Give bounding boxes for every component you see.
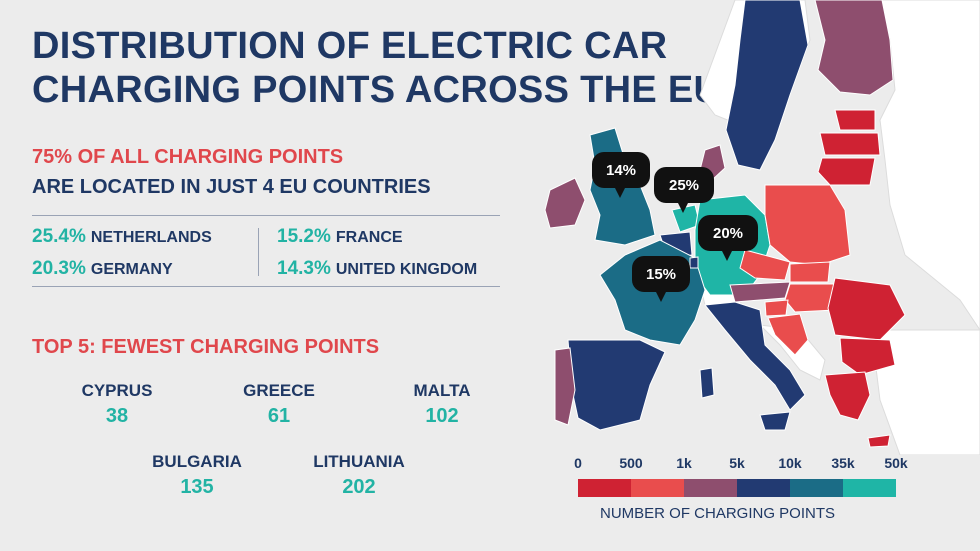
map-greece: [824, 371, 871, 421]
legend-swatch-0: [578, 479, 631, 497]
legend-color-bar: [578, 479, 896, 497]
title-line-1: DISTRIBUTION OF ELECTRIC CAR: [32, 25, 668, 67]
legend-tick-label: 10k: [778, 455, 802, 471]
bubble-label: 15%: [646, 266, 676, 283]
map-hungary: [784, 283, 836, 313]
bubble-label: 14%: [606, 162, 636, 179]
legend-caption: NUMBER OF CHARGING POINTS: [600, 505, 836, 522]
share-row-germany: 20.3% GERMANY: [32, 258, 173, 280]
map-lithuania: [817, 157, 876, 186]
fewest-country: BULGARIA: [152, 452, 242, 471]
map-finland: [814, 0, 894, 96]
map-sicily: [759, 411, 791, 431]
share-country: GERMANY: [90, 261, 173, 278]
share-value: 25.4%: [32, 226, 86, 247]
fewest-value: 135: [180, 476, 214, 498]
map-portugal: [554, 347, 576, 426]
map-bubble-netherlands: 25%: [654, 167, 714, 213]
map-bulgaria: [839, 337, 896, 376]
highlight-line-2: ARE LOCATED IN JUST 4 EU COUNTRIES: [32, 176, 431, 198]
fewest-country: GREECE: [243, 381, 315, 400]
legend-tick-label: 500: [619, 455, 643, 471]
share-country: NETHERLANDS: [90, 229, 212, 246]
map-croatia: [767, 313, 809, 356]
legend-swatch-2: [684, 479, 737, 497]
title-line-2: CHARGING POINTS ACROSS THE EU: [32, 69, 722, 111]
map-poland: [764, 184, 851, 266]
fewest-greece: GREECE 61: [209, 381, 349, 428]
bubble-label: 25%: [669, 177, 699, 194]
map-bubble-uk: 14%: [592, 152, 650, 198]
map-france: [599, 239, 706, 346]
divider-top: [32, 215, 500, 216]
share-value: 15.2%: [277, 226, 331, 247]
map-cyprus: [867, 434, 891, 448]
fewest-country: MALTA: [413, 381, 471, 400]
fewest-lithuania: LITHUANIA 202: [289, 452, 429, 499]
highlight-line-1: 75% OF ALL CHARGING POINTS: [32, 146, 344, 168]
legend-tick-label: 5k: [729, 455, 745, 471]
legend-swatch-1: [631, 479, 684, 497]
share-country: FRANCE: [335, 229, 403, 246]
map-sweden: [725, 0, 809, 171]
divider-vertical: [258, 228, 259, 276]
fewest-value: 202: [342, 476, 376, 498]
fewest-bulgaria: BULGARIA 135: [127, 452, 267, 499]
fewest-country: CYPRUS: [81, 381, 153, 400]
fewest-cyprus: CYPRUS 38: [47, 381, 187, 428]
fewest-value: 61: [267, 405, 291, 427]
map-sardinia: [699, 367, 715, 399]
fewest-country: LITHUANIA: [313, 452, 405, 471]
map-bubble-germany: 20%: [698, 215, 758, 261]
legend-tick-label: 50k: [884, 455, 908, 471]
map-czechia: [739, 249, 791, 281]
fewest-value: 38: [105, 405, 129, 427]
page-title: DISTRIBUTION OF ELECTRIC CAR CHARGING PO…: [32, 24, 732, 112]
map-luxembourg: [689, 256, 699, 269]
map-slovenia: [764, 299, 789, 317]
legend-swatch-4: [790, 479, 843, 497]
legend-tick-label: 0: [574, 455, 582, 471]
map-estonia: [834, 109, 876, 131]
share-row-netherlands: 25.4% NETHERLANDS: [32, 226, 212, 248]
fewest-title: TOP 5: FEWEST CHARGING POINTS: [32, 336, 380, 358]
share-value: 14.3%: [277, 258, 331, 279]
map-italy: [704, 301, 806, 411]
map-latvia: [819, 132, 881, 156]
map-spain: [567, 339, 666, 431]
bubble-label: 20%: [713, 225, 743, 242]
legend-tick-label: 35k: [831, 455, 855, 471]
europe-map: 14% 25% 20% 15%: [544, 0, 980, 455]
fewest-malta: MALTA 102: [372, 381, 512, 428]
share-value: 20.3%: [32, 258, 86, 279]
share-row-united-kingdom: 14.3% UNITED KINGDOM: [277, 258, 477, 280]
map-bubble-france: 15%: [632, 256, 690, 302]
share-row-france: 15.2% FRANCE: [277, 226, 403, 248]
fewest-value: 102: [425, 405, 459, 427]
map-austria: [729, 281, 791, 303]
map-slovakia: [789, 261, 831, 283]
divider-bottom: [32, 286, 500, 287]
legend-swatch-3: [737, 479, 790, 497]
legend-tick-label: 1k: [676, 455, 692, 471]
map-ireland: [544, 177, 586, 229]
legend-swatch-5: [843, 479, 896, 497]
share-country: UNITED KINGDOM: [335, 261, 478, 278]
